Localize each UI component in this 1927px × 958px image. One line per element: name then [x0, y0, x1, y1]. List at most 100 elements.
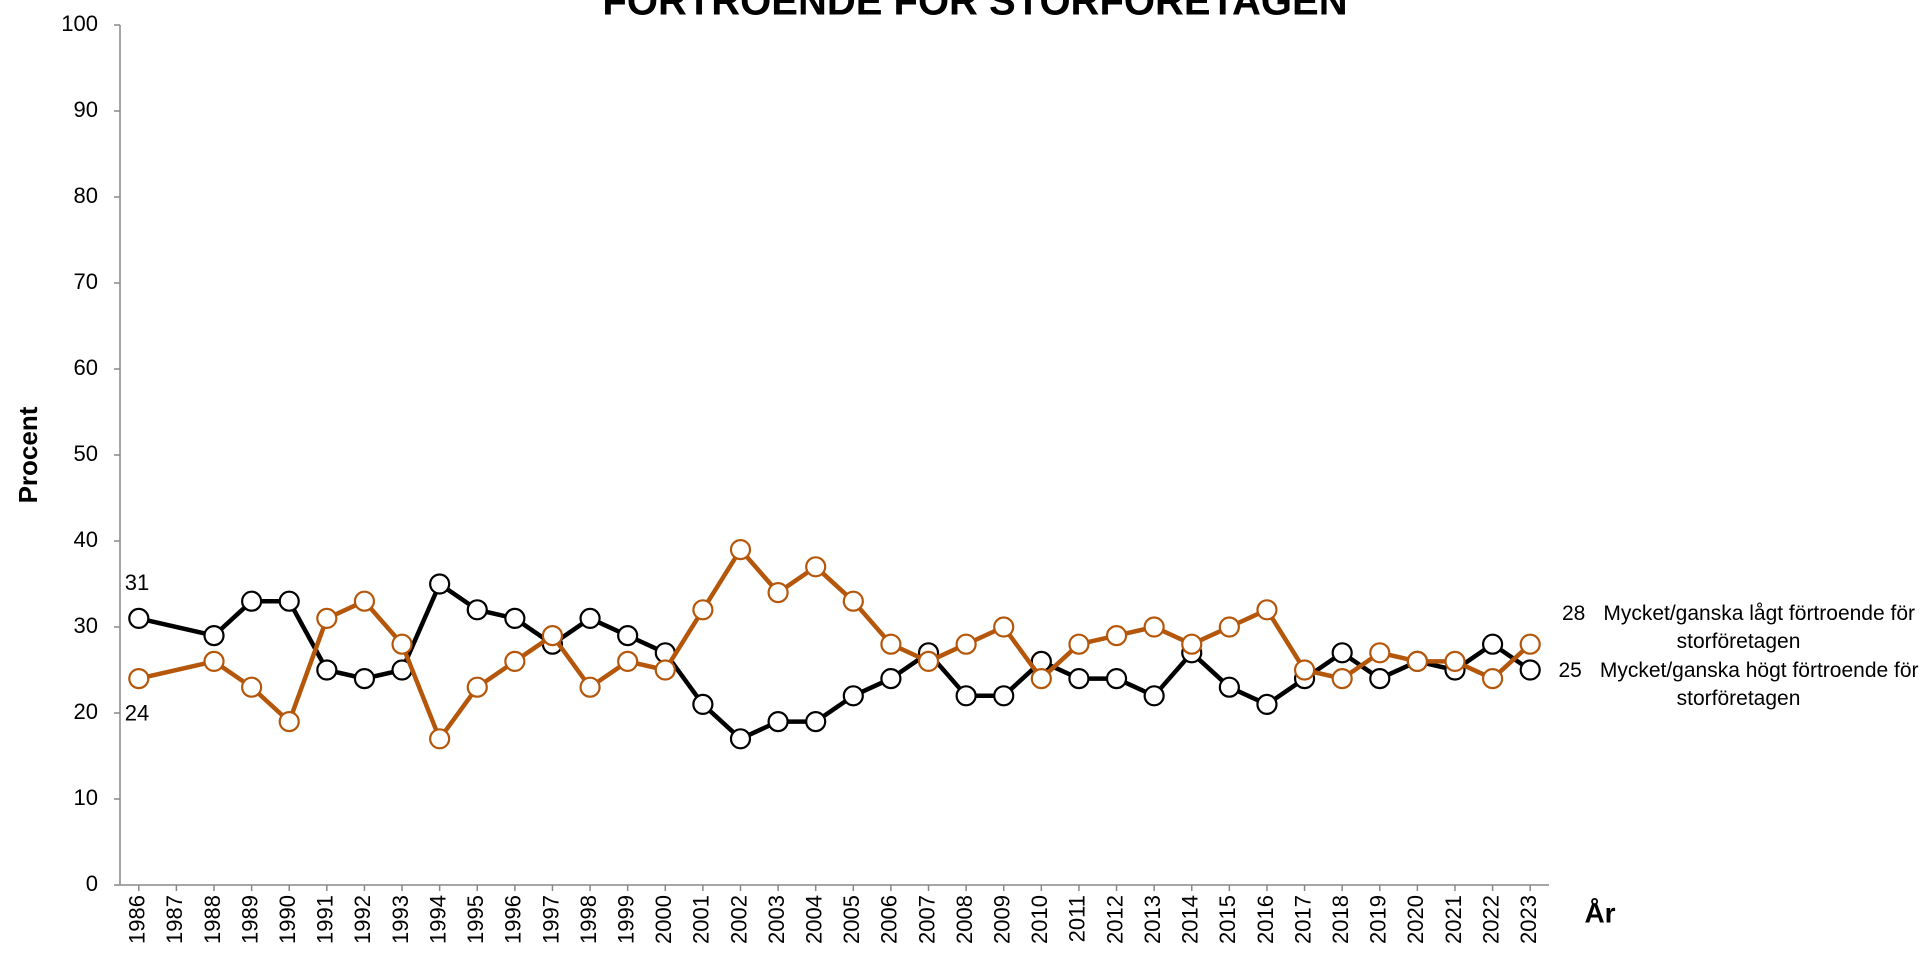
point: [1406, 650, 1428, 673]
x-tick-label: 1997: [538, 895, 563, 944]
point: [541, 624, 564, 647]
x-tick-label: 2014: [1178, 895, 1203, 944]
x-tick-label: 2016: [1253, 895, 1278, 944]
y-tick-label: 90: [74, 97, 98, 122]
x-tick-label: 2001: [689, 895, 714, 944]
point: [1105, 624, 1128, 647]
point: [1519, 659, 1541, 681]
point: [504, 650, 526, 673]
x-tick-label: 2005: [839, 895, 864, 944]
point: [1068, 633, 1090, 655]
end-label: 25 Mycket/ganska högt förtroende för stor…: [1550, 657, 1927, 713]
point: [466, 676, 488, 698]
point: [504, 607, 526, 630]
point: [203, 650, 225, 673]
point: [203, 624, 225, 647]
point: [767, 581, 789, 604]
point: [391, 633, 413, 655]
x-tick-label: 2020: [1403, 895, 1428, 944]
x-tick-label: 1996: [501, 895, 526, 944]
x-tick-label: 2018: [1328, 895, 1353, 944]
x-tick-label: 1990: [275, 895, 300, 944]
point: [579, 607, 601, 630]
x-tick-label: 2011: [1065, 895, 1090, 942]
legend-label: Mycket/ganska lågt förtroende för storfö…: [1603, 602, 1916, 653]
x-tick-label: 1993: [388, 895, 413, 944]
y-tick-label: 20: [74, 699, 98, 724]
x-tick-label: 2007: [914, 895, 939, 944]
point: [1068, 667, 1090, 690]
x-tick-label: 2003: [764, 895, 789, 944]
start-label: 31: [125, 570, 149, 595]
point: [1105, 667, 1128, 690]
point: [993, 685, 1015, 707]
y-tick-label: 30: [74, 613, 98, 638]
x-tick-label: 1991: [313, 895, 338, 944]
point: [1256, 599, 1278, 621]
x-tick-label: 1986: [125, 895, 150, 944]
x-tick-label: 1988: [200, 895, 225, 944]
y-tick-label: 50: [74, 441, 98, 466]
x-tick-label: 2006: [877, 895, 902, 944]
y-tick-label: 100: [61, 11, 98, 36]
y-axis-label: Procent: [13, 406, 43, 503]
point: [993, 616, 1015, 638]
point: [1519, 633, 1541, 655]
end-label: 28 Mycket/ganska lågt förtroende för stor…: [1550, 600, 1927, 656]
x-tick-label: 2008: [952, 895, 977, 944]
x-tick-label: 1999: [613, 895, 638, 944]
point: [353, 590, 376, 612]
y-tick-label: 10: [74, 785, 98, 810]
x-tick-label: 2015: [1215, 895, 1240, 944]
point: [617, 624, 639, 647]
x-tick-label: 2022: [1478, 895, 1503, 944]
point: [128, 667, 150, 690]
point: [617, 650, 639, 673]
point: [1331, 642, 1353, 664]
point: [316, 659, 338, 681]
y-tick-label: 60: [74, 355, 98, 380]
point: [729, 538, 752, 561]
x-tick-label: 2000: [651, 895, 676, 944]
x-tick-label: 2017: [1290, 895, 1315, 944]
point: [729, 728, 752, 750]
point: [917, 650, 940, 673]
point: [429, 573, 451, 595]
point: [241, 590, 263, 612]
point: [1030, 667, 1052, 690]
y-tick-label: 0: [86, 871, 98, 896]
x-tick-label: 1995: [463, 895, 488, 944]
point: [955, 685, 977, 707]
y-tick-label: 80: [74, 183, 98, 208]
point: [1143, 616, 1165, 638]
point: [1331, 667, 1353, 690]
y-tick-label: 70: [74, 269, 98, 294]
point: [1218, 616, 1240, 638]
x-tick-label: 2002: [726, 895, 751, 944]
point: [1481, 633, 1504, 655]
legend-label: Mycket/ganska högt förtroende för storfö…: [1599, 659, 1919, 710]
x-tick-label: 1994: [425, 895, 450, 944]
x-tick-label: 1987: [162, 895, 187, 944]
point: [692, 599, 714, 621]
point: [1181, 633, 1203, 655]
point: [1369, 642, 1391, 664]
point: [1481, 667, 1504, 690]
x-tick-label: 1992: [350, 895, 375, 944]
x-tick-label: 2023: [1516, 895, 1541, 944]
point: [1293, 659, 1316, 681]
y-tick-label: 40: [74, 527, 98, 552]
end-value: 25: [1558, 659, 1582, 682]
point: [316, 607, 338, 630]
point: [842, 590, 864, 612]
point: [1143, 685, 1165, 707]
point: [842, 685, 864, 707]
chart-title: FÖRTROENDE FÖR STORFÖRETAGEN: [602, 0, 1347, 24]
x-tick-label: 2019: [1366, 895, 1391, 944]
point: [955, 633, 977, 655]
point: [805, 556, 827, 578]
point: [429, 728, 451, 750]
point: [880, 667, 902, 690]
